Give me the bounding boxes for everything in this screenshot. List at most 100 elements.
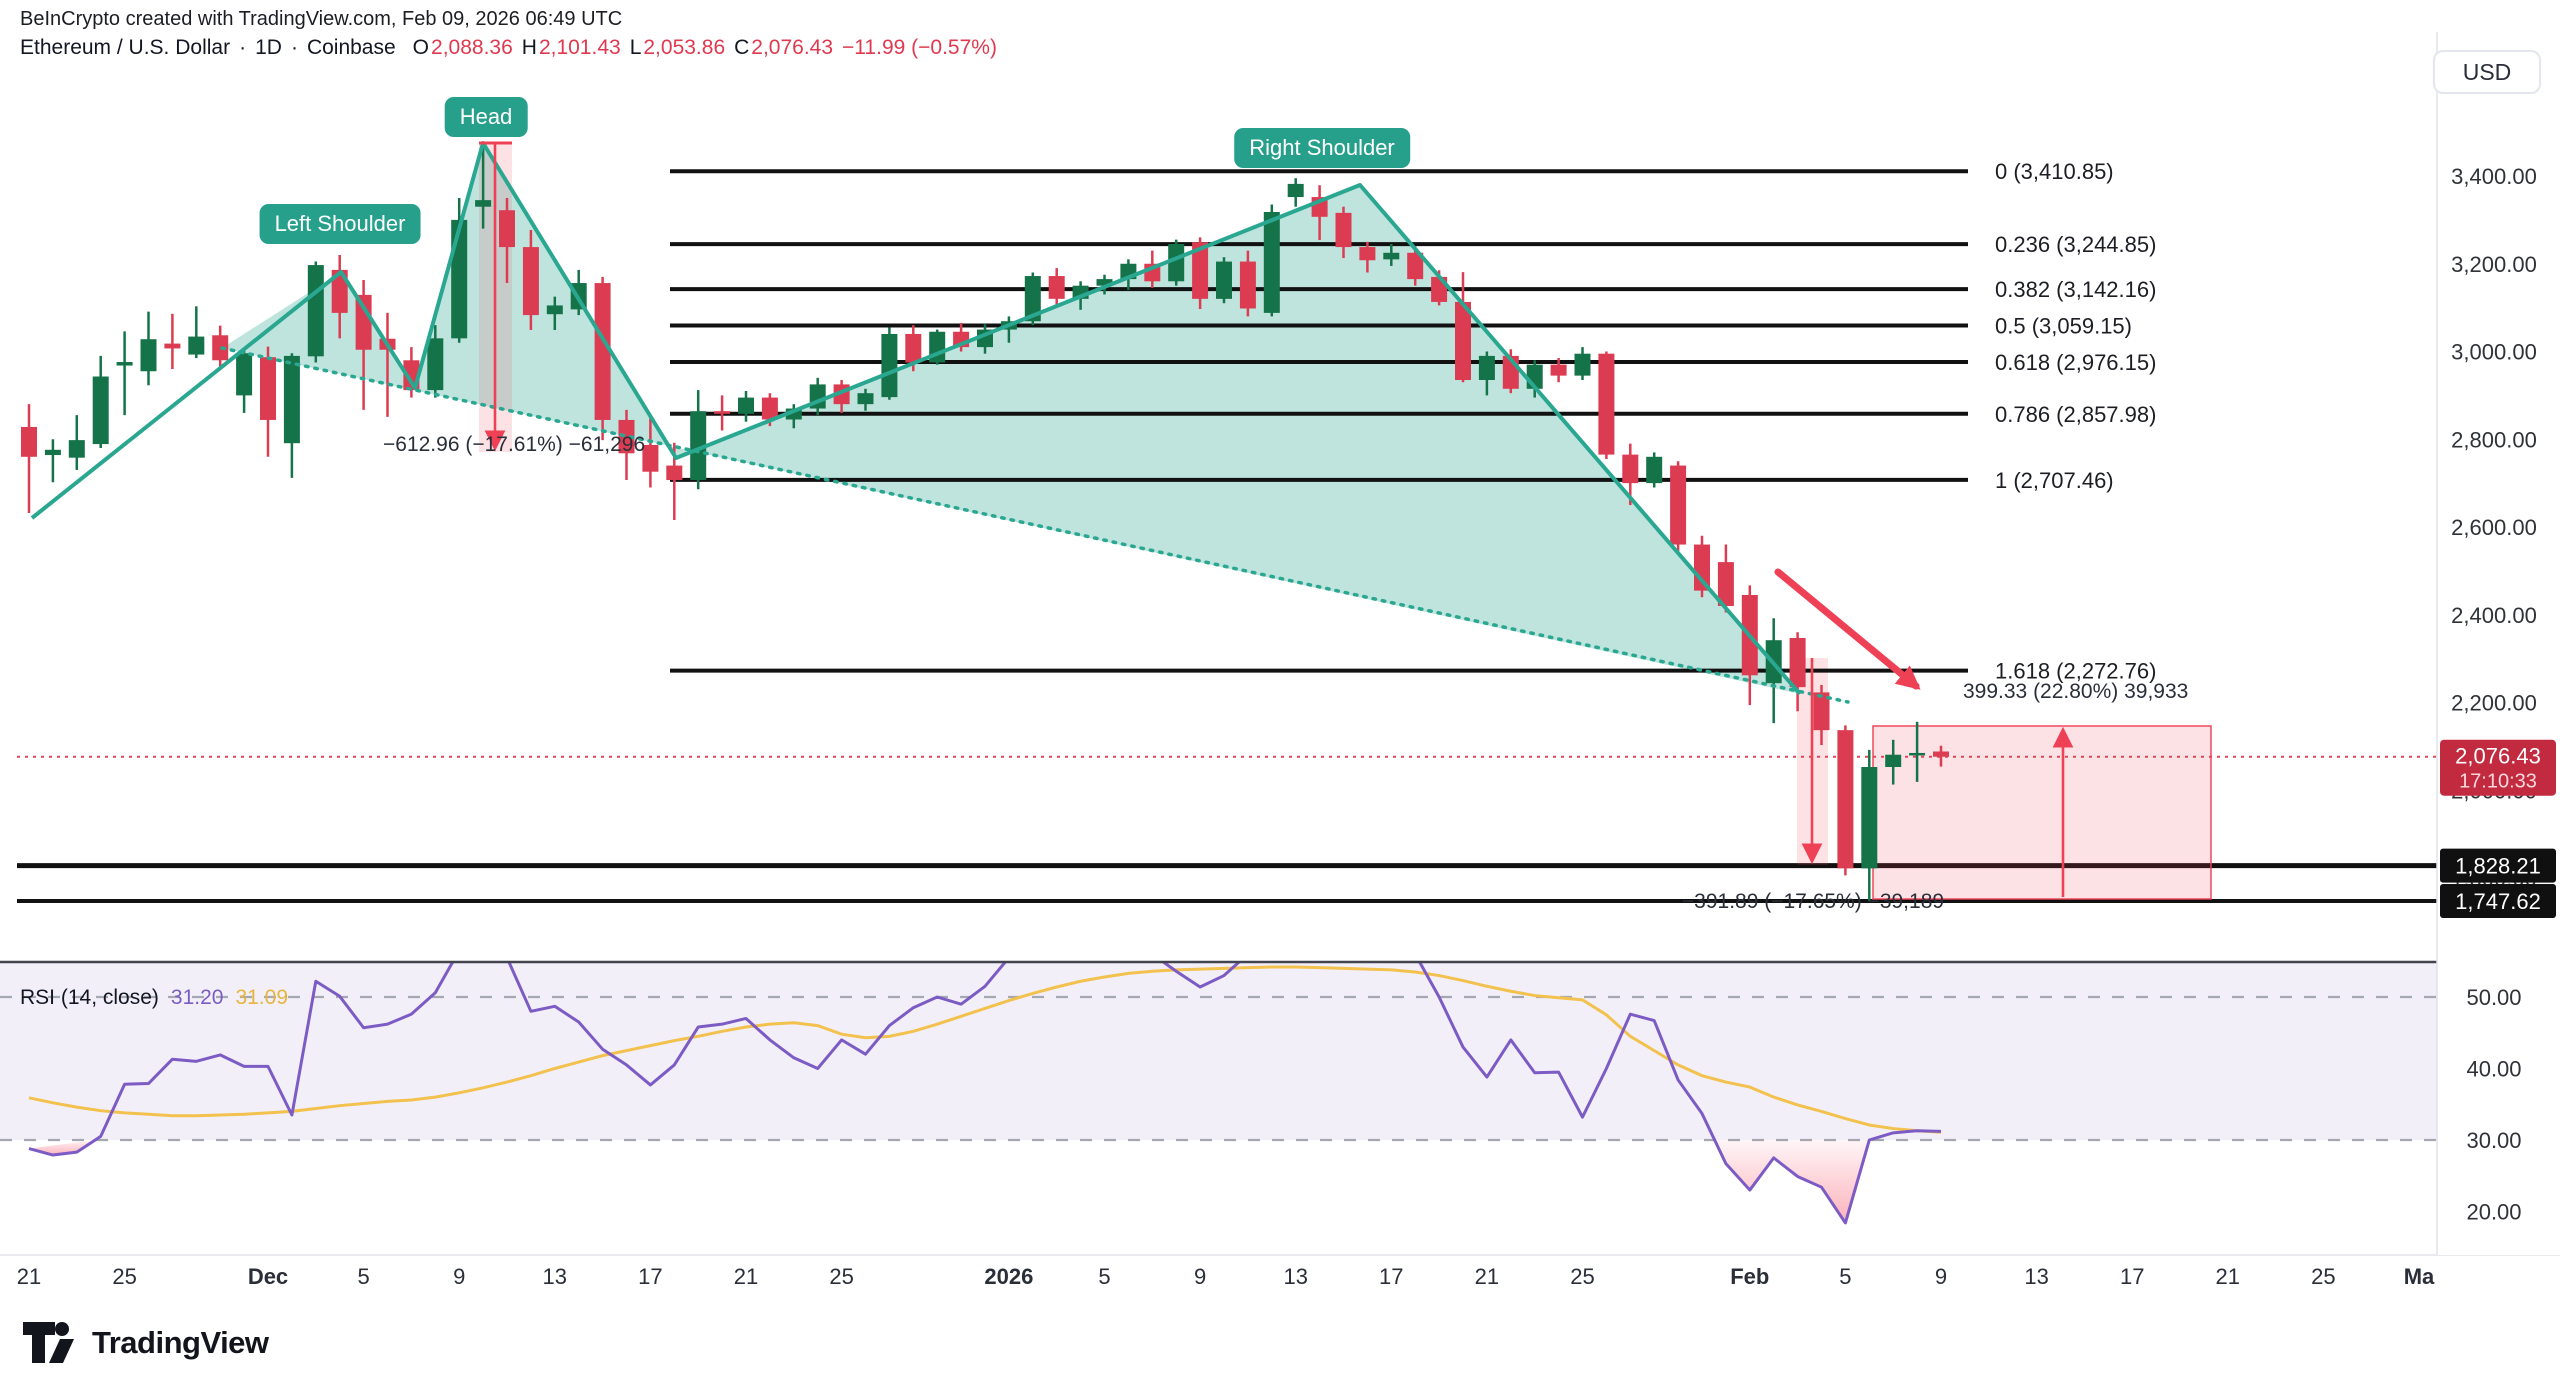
candle[interactable] (68, 440, 85, 458)
candle[interactable] (1455, 301, 1471, 381)
svg-text:17: 17 (2120, 1264, 2144, 1289)
trend-arrow[interactable] (1774, 568, 1921, 690)
candle[interactable] (1335, 212, 1352, 248)
candle[interactable] (1646, 456, 1663, 484)
candle[interactable] (212, 335, 229, 361)
currency-selector[interactable]: USD (2433, 50, 2541, 94)
candle[interactable] (1885, 754, 1902, 767)
svg-text:13: 13 (2024, 1264, 2048, 1289)
candle[interactable] (1813, 692, 1830, 731)
candle[interactable] (21, 426, 37, 457)
tradingview-logo-text: TradingView (92, 1325, 269, 1360)
ohlc-high: H 2,101.43 (521, 36, 621, 59)
svg-text:0.382 (3,142.16): 0.382 (3,142.16) (1995, 277, 2156, 302)
right-shoulder-badge[interactable]: Right Shoulder (1234, 128, 1410, 168)
candle[interactable] (1407, 252, 1424, 280)
rsi-oversold-fill (29, 1140, 96, 1156)
level-price-badge (2440, 848, 2556, 883)
candle[interactable] (1622, 454, 1639, 484)
candle[interactable] (666, 465, 683, 481)
candle[interactable] (714, 411, 731, 414)
measure-arrows (479, 141, 2074, 897)
svg-text:2,600.00: 2,600.00 (2451, 515, 2537, 540)
rsi-value: 31.20 (170, 986, 224, 1009)
svg-text:25: 25 (112, 1264, 136, 1289)
candles-layer[interactable] (21, 143, 1949, 901)
candle[interactable] (1837, 730, 1854, 869)
price-axis[interactable]: 3,400.00 3,200.00 3,000.00 2,800.00 2,600.00… (2436, 32, 2560, 1255)
svg-text:2,400.00: 2,400.00 (2451, 603, 2537, 628)
candle[interactable] (1670, 465, 1687, 545)
candle[interactable] (594, 283, 611, 420)
candle[interactable] (283, 355, 300, 444)
candle[interactable] (1861, 766, 1878, 869)
left-shoulder-badge[interactable]: Left Shoulder (259, 204, 421, 244)
candle[interactable] (188, 336, 205, 355)
candle[interactable] (331, 269, 348, 313)
candle[interactable] (1216, 261, 1232, 299)
tradingview-logo[interactable]: TradingView (22, 1320, 269, 1366)
candle[interactable] (307, 265, 324, 357)
candle[interactable] (260, 357, 276, 420)
candle[interactable] (1287, 183, 1304, 198)
change-label: −11.99 (−0.57%) (842, 36, 997, 59)
svg-text:20.00: 20.00 (2466, 1200, 2521, 1225)
candle[interactable] (499, 210, 515, 248)
candle[interactable] (44, 449, 61, 456)
candle[interactable] (1383, 252, 1400, 260)
candle[interactable] (1574, 353, 1591, 376)
candle[interactable] (140, 339, 157, 372)
rsi-oversold-fill (1714, 1140, 1870, 1223)
candle[interactable] (1933, 751, 1949, 757)
svg-text:0 (3,410.85): 0 (3,410.85) (1995, 159, 2114, 184)
svg-text:3,000.00: 3,000.00 (2451, 340, 2537, 365)
candle[interactable] (164, 343, 181, 349)
rsi-indicator-legend[interactable]: RSI (14, close) 31.20 31.09 (20, 986, 288, 1010)
candle[interactable] (690, 411, 707, 481)
head-badge[interactable]: Head (444, 97, 528, 137)
candle[interactable] (738, 397, 754, 414)
candle[interactable] (522, 247, 539, 316)
candle[interactable] (1263, 211, 1280, 313)
candle[interactable] (785, 408, 802, 420)
time-axis[interactable]: 21 25 Dec 5 9 13 17 21 25 2026 5 9 13 17 21 25 Feb 5 9 13 17… (17, 1264, 2435, 1289)
candle[interactable] (881, 333, 898, 398)
candle[interactable] (355, 294, 372, 350)
svg-text:0.5 (3,059.15): 0.5 (3,059.15) (1995, 314, 2132, 339)
candle[interactable] (642, 444, 659, 472)
candle[interactable] (1598, 353, 1615, 455)
candle[interactable] (546, 305, 563, 315)
candle[interactable] (92, 376, 109, 445)
candle[interactable] (618, 419, 635, 454)
candle[interactable] (905, 333, 922, 363)
svg-text:9: 9 (1194, 1264, 1206, 1289)
neckline[interactable] (220, 346, 1850, 704)
target-zone-box[interactable] (1872, 725, 2212, 900)
candle[interactable] (1239, 261, 1256, 309)
candle[interactable] (427, 338, 444, 391)
candle[interactable] (1478, 355, 1495, 381)
candle[interactable] (1359, 247, 1376, 261)
candle[interactable] (475, 200, 492, 207)
candle[interactable] (1168, 244, 1185, 282)
svg-text:1,747.62: 1,747.62 (2455, 889, 2541, 914)
candle[interactable] (1048, 276, 1065, 299)
candle[interactable] (236, 353, 253, 396)
candle[interactable] (451, 219, 468, 339)
candle[interactable] (1550, 364, 1567, 376)
price-pane[interactable] (17, 143, 2437, 903)
candle[interactable] (761, 397, 778, 420)
candle[interactable] (1909, 752, 1926, 756)
candle[interactable] (1096, 279, 1113, 286)
candle[interactable] (857, 393, 874, 405)
candle[interactable] (1717, 562, 1734, 606)
candle[interactable] (1789, 638, 1806, 688)
rsi-pane[interactable] (0, 936, 2437, 1225)
symbol-title: Ethereum / U.S. Dollar (20, 36, 231, 59)
symbol-header[interactable]: Ethereum / U.S. Dollar · 1D · Coinbase O… (20, 36, 997, 60)
candle[interactable] (1024, 276, 1041, 322)
candle[interactable] (116, 362, 133, 366)
candle[interactable] (1694, 544, 1710, 591)
candle[interactable] (1192, 242, 1209, 299)
